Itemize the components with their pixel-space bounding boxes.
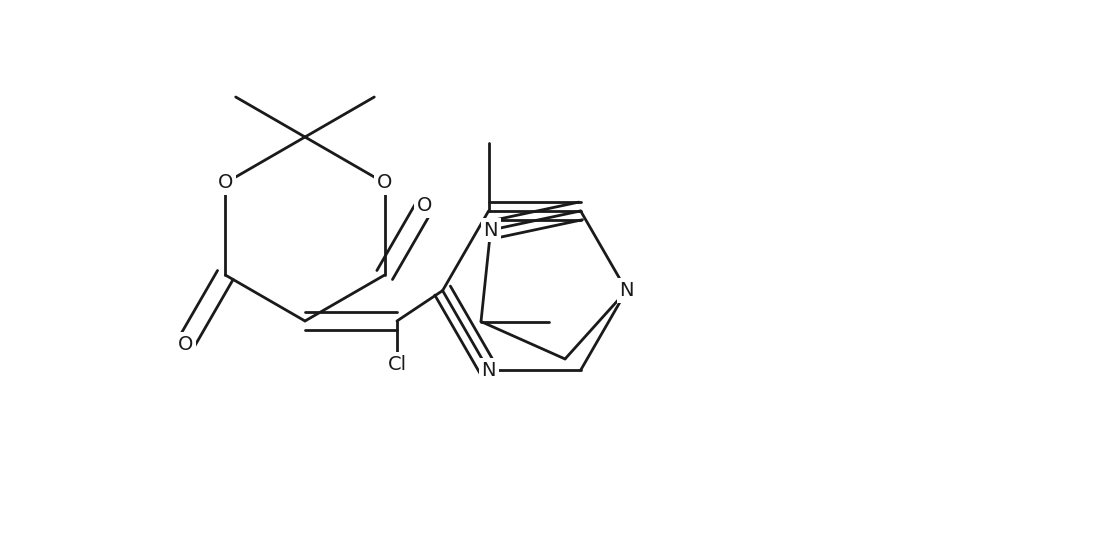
- Text: O: O: [177, 335, 193, 354]
- Text: O: O: [217, 174, 233, 192]
- Text: N: N: [619, 281, 634, 300]
- Text: N: N: [481, 361, 496, 380]
- Text: O: O: [417, 196, 432, 215]
- Text: Cl: Cl: [388, 355, 407, 373]
- Text: O: O: [377, 174, 392, 192]
- Text: N: N: [483, 221, 497, 240]
